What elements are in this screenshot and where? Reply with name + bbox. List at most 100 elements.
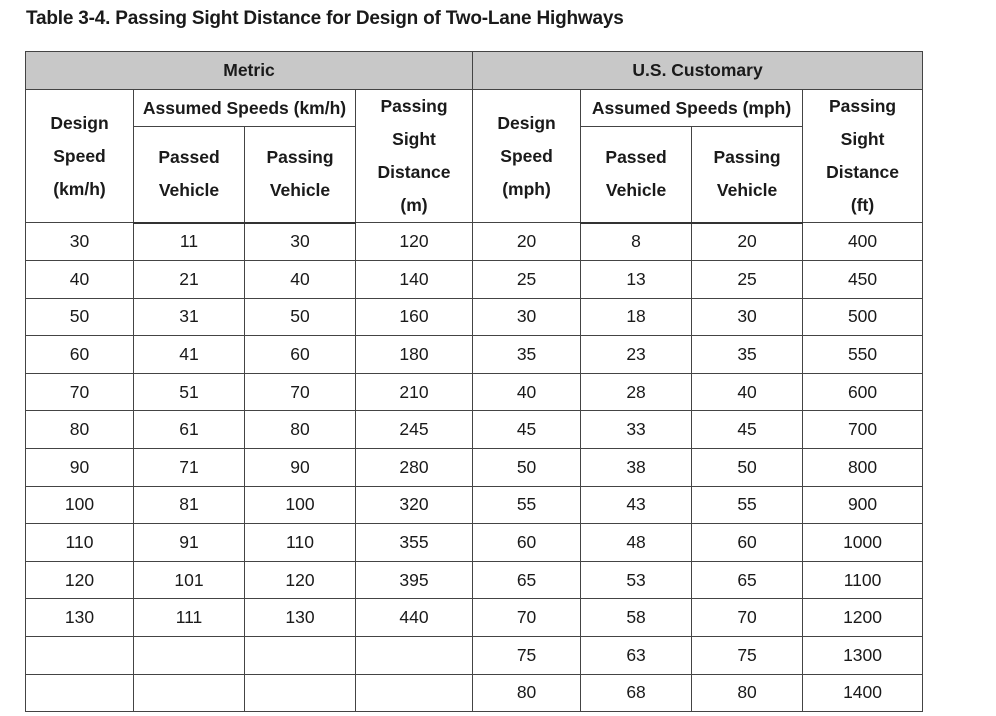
us-design-speed-cell: 55 [472, 485, 582, 525]
us-passing-vehicle-cell: 30 [691, 297, 804, 337]
metric-passed-vehicle-cell [133, 673, 245, 713]
metric-design-speed-cell: 60 [25, 335, 134, 374]
table-row: 30 11 30 120 20 8 20 400 [25, 221, 924, 262]
metric-passing-vehicle-cell: 40 [244, 260, 356, 299]
metric-sight-distance-cell [354, 636, 474, 675]
us-sight-distance-cell: 600 [802, 372, 924, 412]
us-passed-vehicle-cell: 38 [580, 448, 693, 487]
table-row: 50 31 50 160 30 18 30 500 [25, 297, 924, 337]
metric-passing-vehicle-cell [244, 636, 356, 675]
metric-sight-distance-cell: 180 [354, 335, 474, 374]
metric-sight-distance-cell: 355 [354, 523, 474, 562]
us-design-speed-cell: 25 [472, 260, 582, 299]
us-passing-vehicle-cell: 80 [691, 673, 804, 713]
us-passed-vehicle-cell: 28 [580, 372, 693, 412]
table-row: 90 71 90 280 50 38 50 800 [25, 448, 924, 487]
metric-passed-vehicle-cell: 51 [133, 372, 245, 412]
metric-passed-vehicle-header: Passed Vehicle [133, 126, 245, 224]
us-passing-vehicle-cell: 40 [691, 372, 804, 412]
us-passing-vehicle-cell: 60 [691, 523, 804, 562]
us-passing-sight-distance-header: Passing Sight Distance (ft) [802, 89, 924, 223]
us-sight-distance-cell: 700 [802, 410, 924, 450]
metric-passed-vehicle-cell: 41 [133, 335, 245, 374]
metric-sight-distance-cell: 280 [354, 448, 474, 487]
us-passing-vehicle-cell: 50 [691, 448, 804, 487]
us-sight-distance-cell: 450 [802, 260, 924, 299]
metric-design-speed-cell: 30 [25, 221, 134, 262]
metric-passing-vehicle-cell: 90 [244, 448, 356, 487]
metric-sight-distance-cell: 440 [354, 598, 474, 638]
us-passed-vehicle-cell: 63 [580, 636, 693, 675]
metric-passing-vehicle-cell [244, 673, 356, 713]
metric-sight-distance-cell: 245 [354, 410, 474, 450]
metric-assumed-speeds-header: Assumed Speeds (km/h) [133, 89, 356, 127]
us-passing-vehicle-cell: 75 [691, 636, 804, 675]
us-passed-vehicle-cell: 68 [580, 673, 693, 713]
metric-passing-vehicle-cell: 130 [244, 598, 356, 638]
metric-design-speed-cell: 100 [25, 485, 134, 525]
table-row: 100 81 100 320 55 43 55 900 [25, 485, 924, 525]
metric-passed-vehicle-cell: 91 [133, 523, 245, 562]
us-design-speed-cell: 75 [472, 636, 582, 675]
metric-design-speed-header: Design Speed (km/h) [25, 89, 134, 223]
metric-passed-vehicle-cell: 31 [133, 297, 245, 337]
metric-passing-vehicle-cell: 80 [244, 410, 356, 450]
us-passing-vehicle-cell: 65 [691, 560, 804, 600]
metric-sight-distance-cell: 160 [354, 297, 474, 337]
table-row: 80 68 80 1400 [25, 673, 924, 713]
us-sight-distance-cell: 500 [802, 297, 924, 337]
metric-sight-distance-cell: 140 [354, 260, 474, 299]
us-sight-distance-cell: 1100 [802, 560, 924, 600]
us-passing-vehicle-cell: 70 [691, 598, 804, 638]
metric-design-speed-cell: 40 [25, 260, 134, 299]
metric-passing-sight-distance-header: Passing Sight Distance (m) [354, 89, 474, 223]
us-design-speed-cell: 80 [472, 673, 582, 713]
metric-sight-distance-cell [354, 673, 474, 713]
us-passed-vehicle-cell: 8 [580, 221, 693, 262]
us-sight-distance-cell: 800 [802, 448, 924, 487]
metric-sight-distance-cell: 320 [354, 485, 474, 525]
metric-design-speed-cell: 120 [25, 560, 134, 600]
metric-design-speed-cell [25, 673, 134, 713]
table-row: 110 91 110 355 60 48 60 1000 [25, 523, 924, 562]
us-customary-group-header: U.S. Customary [472, 51, 924, 90]
table-row: 70 51 70 210 40 28 40 600 [25, 372, 924, 412]
us-sight-distance-cell: 1300 [802, 636, 924, 675]
metric-passing-vehicle-header: Passing Vehicle [244, 126, 356, 224]
metric-passing-vehicle-cell: 120 [244, 560, 356, 600]
us-passed-vehicle-cell: 18 [580, 297, 693, 337]
us-design-speed-cell: 50 [472, 448, 582, 487]
table-caption: Table 3-4. Passing Sight Distance for De… [26, 8, 624, 29]
metric-passing-vehicle-cell: 30 [244, 221, 356, 262]
us-passed-vehicle-cell: 48 [580, 523, 693, 562]
us-passed-vehicle-cell: 33 [580, 410, 693, 450]
metric-passed-vehicle-cell: 61 [133, 410, 245, 450]
us-design-speed-cell: 65 [472, 560, 582, 600]
table-row: 80 61 80 245 45 33 45 700 [25, 410, 924, 450]
metric-passed-vehicle-cell: 11 [133, 221, 245, 262]
us-design-speed-cell: 60 [472, 523, 582, 562]
us-design-speed-cell: 35 [472, 335, 582, 374]
us-design-speed-cell: 30 [472, 297, 582, 337]
metric-passing-vehicle-cell: 110 [244, 523, 356, 562]
metric-design-speed-cell: 110 [25, 523, 134, 562]
table-row: 75 63 75 1300 [25, 636, 924, 675]
us-passing-vehicle-header: Passing Vehicle [691, 126, 804, 224]
metric-passed-vehicle-cell: 21 [133, 260, 245, 299]
us-sight-distance-cell: 400 [802, 221, 924, 262]
us-passing-vehicle-cell: 25 [691, 260, 804, 299]
us-sight-distance-cell: 1400 [802, 673, 924, 713]
metric-group-header: Metric [24, 51, 474, 90]
us-passing-vehicle-cell: 35 [691, 335, 804, 374]
metric-sight-distance-cell: 395 [354, 560, 474, 600]
us-assumed-speeds-header: Assumed Speeds (mph) [580, 89, 804, 127]
us-passed-vehicle-cell: 58 [580, 598, 693, 638]
us-design-speed-header: Design Speed (mph) [472, 89, 582, 223]
metric-design-speed-cell: 50 [25, 297, 134, 337]
metric-passed-vehicle-cell: 71 [133, 448, 245, 487]
us-passing-vehicle-cell: 55 [691, 485, 804, 525]
us-sight-distance-cell: 1000 [802, 523, 924, 562]
table-row: 130 111 130 440 70 58 70 1200 [25, 598, 924, 638]
us-sight-distance-cell: 550 [802, 335, 924, 374]
us-design-speed-cell: 70 [472, 598, 582, 638]
